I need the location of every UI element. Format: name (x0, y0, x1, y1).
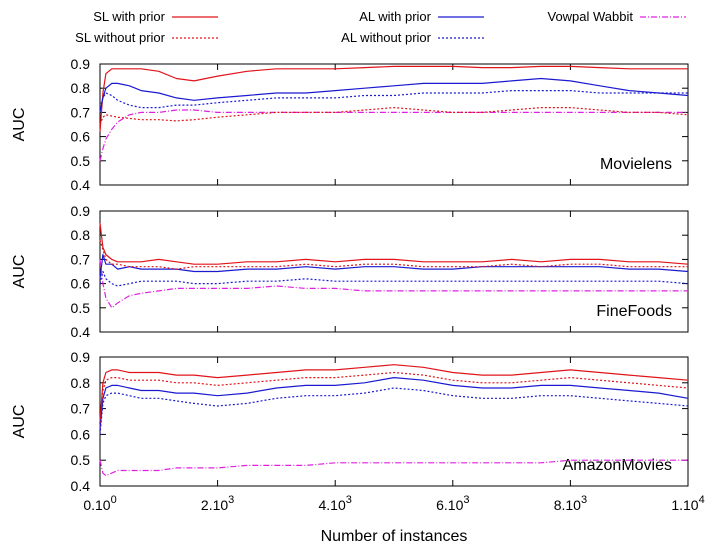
x-axis-label: Number of instances (321, 528, 468, 545)
panel-label: Movielens (600, 156, 672, 173)
y-axis-label: AUC (11, 255, 28, 289)
series-line-sl-without-prior (99, 371, 689, 427)
series-line-vowpal-wabbit (99, 109, 688, 161)
x-tick-label: 4.103 (319, 494, 352, 513)
panel-amazonmovies: 0.4 0.5 0.6 0.7 0.8 0.9 AUC AmazonMovies (11, 349, 689, 494)
panel-label: FineFoods (596, 303, 672, 320)
y-tick-label: 0.6 (71, 129, 91, 145)
y-tick-label: 0.7 (71, 401, 91, 417)
panel-movielens: 0.4 0.5 0.6 0.7 0.8 0.9 AUC Movielens (11, 56, 689, 193)
y-tick-label: 0.4 (71, 478, 91, 494)
x-tick-label: 8.103 (554, 494, 587, 513)
y-tick-label: 0.9 (71, 56, 91, 72)
y-tick-label: 0.5 (71, 452, 91, 468)
legend-label-al-without-prior: AL without prior (341, 30, 432, 45)
panels: 0.40.50.60.70.80.9AUCMovielens0.40.50.60… (11, 56, 689, 494)
panel-finefoods: 0.4 0.5 0.6 0.7 0.8 0.9 AUC FineFoods (11, 203, 689, 340)
series-line-sl-without-prior (99, 106, 689, 125)
y-axis-label: AUC (11, 108, 28, 142)
y-tick-label: 0.5 (71, 153, 91, 169)
panel-label: AmazonMovies (563, 457, 672, 474)
legend: SL with prior AL with prior Vowpal Wabbit S… (75, 9, 686, 45)
y-tick-label: 0.6 (71, 276, 91, 292)
series-line-al-without-prior (99, 270, 689, 287)
y-axis-label: AUC (11, 405, 28, 439)
series-line-al-with-prior (99, 254, 689, 279)
series-line-sl-with-prior (99, 364, 689, 422)
y-tick-label: 0.8 (71, 227, 91, 243)
x-tick-label: 1.104 (671, 494, 704, 513)
series-line-sl-with-prior (99, 65, 688, 132)
y-tick-label: 0.5 (71, 300, 91, 316)
y-tick-label: 0.6 (71, 426, 91, 442)
series-line-vowpal-wabbit (99, 459, 688, 477)
series-line-sl-without-prior (99, 239, 688, 270)
series-line-al-without-prior (99, 387, 689, 435)
y-tick-label: 0.7 (71, 251, 91, 267)
x-tick-label: 6.103 (436, 494, 469, 513)
y-tick-label: 0.8 (71, 80, 91, 96)
y-tick-label: 0.9 (71, 349, 91, 365)
y-tick-label: 0.4 (71, 177, 91, 193)
legend-label-al-with-prior: AL with prior (359, 9, 431, 24)
series-line-sl-with-prior (99, 223, 689, 265)
legend-label-sl-with-prior: SL with prior (93, 9, 165, 24)
y-tick-label: 0.8 (71, 375, 91, 391)
y-tick-label: 0.9 (71, 203, 91, 219)
x-tick-label: 0.100 (83, 494, 116, 513)
series-line-al-with-prior (99, 377, 689, 430)
y-tick-label: 0.7 (71, 104, 91, 120)
legend-label-sl-without-prior: SL without prior (75, 30, 166, 45)
y-tick-label: 0.4 (71, 324, 91, 340)
series-line-al-with-prior (99, 77, 689, 113)
x-axis: 0.100 2.103 4.103 6.103 8.103 1.104 (83, 494, 704, 513)
legend-label-vowpal-wabbit: Vowpal Wabbit (547, 9, 633, 24)
x-tick-label: 2.103 (201, 494, 234, 513)
